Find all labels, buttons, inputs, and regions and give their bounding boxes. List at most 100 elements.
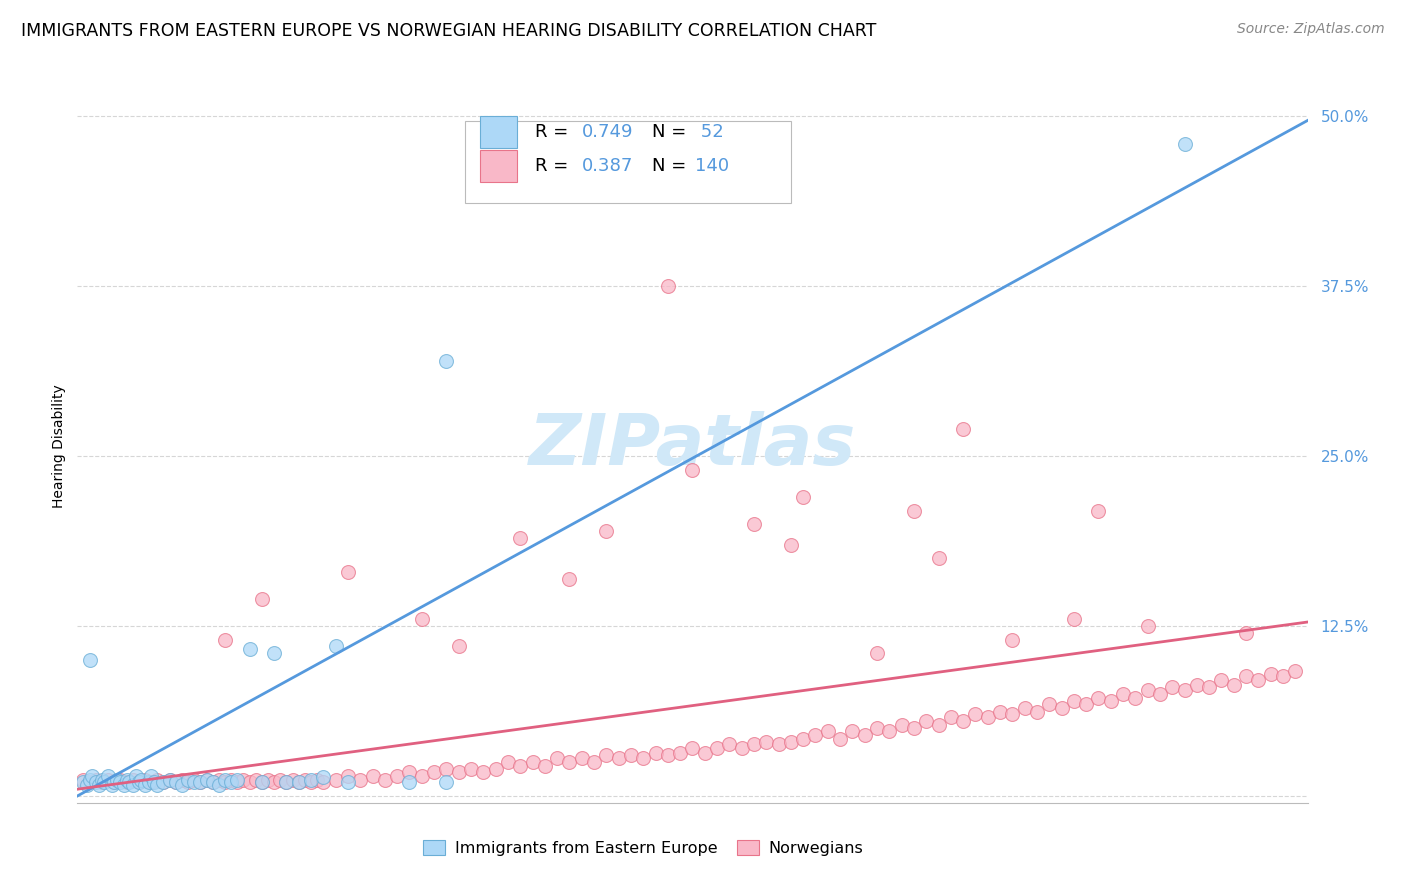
Point xyxy=(423,764,446,779)
Point xyxy=(281,772,304,787)
Point xyxy=(1174,683,1197,698)
Point xyxy=(890,718,912,732)
Point xyxy=(607,751,630,765)
Point xyxy=(232,772,254,787)
Point xyxy=(903,503,925,517)
Point xyxy=(1050,700,1073,714)
Point xyxy=(276,775,298,789)
Point xyxy=(558,572,581,586)
Point xyxy=(534,759,557,773)
Point xyxy=(436,762,458,776)
Point xyxy=(682,463,704,477)
Point xyxy=(1223,677,1246,691)
Point xyxy=(866,646,889,660)
Point xyxy=(768,737,790,751)
Point xyxy=(595,748,617,763)
Point xyxy=(195,772,218,787)
Point xyxy=(76,778,98,792)
Text: 0.387: 0.387 xyxy=(582,157,633,175)
Point xyxy=(693,746,716,760)
Point xyxy=(1001,707,1024,722)
Point xyxy=(142,775,165,789)
Point xyxy=(226,775,249,789)
Point xyxy=(755,734,778,748)
Point xyxy=(214,772,236,787)
Point xyxy=(792,731,814,746)
Point xyxy=(558,755,581,769)
Point xyxy=(436,354,458,368)
Point xyxy=(1211,673,1233,688)
Point xyxy=(269,772,291,787)
Point xyxy=(195,772,218,787)
Point xyxy=(90,775,114,789)
Text: ZIPatlas: ZIPatlas xyxy=(529,411,856,481)
Point xyxy=(312,775,335,789)
Point xyxy=(276,775,298,789)
Point xyxy=(250,775,273,789)
Point xyxy=(188,775,212,789)
Point xyxy=(841,723,863,738)
Point xyxy=(928,718,950,732)
Point xyxy=(866,721,889,735)
Point xyxy=(208,778,231,792)
Point xyxy=(146,778,169,792)
Point xyxy=(620,748,643,763)
Point xyxy=(349,772,371,787)
Point xyxy=(436,775,458,789)
Point xyxy=(731,741,754,756)
Point xyxy=(398,775,420,789)
Point xyxy=(72,772,94,787)
Point xyxy=(657,279,679,293)
Point xyxy=(496,755,519,769)
Point xyxy=(583,755,606,769)
Point xyxy=(988,705,1011,719)
Point xyxy=(1185,677,1208,691)
Point xyxy=(159,772,181,787)
Point xyxy=(1272,669,1295,683)
Point xyxy=(977,710,1000,724)
Point xyxy=(718,737,741,751)
Text: IMMIGRANTS FROM EASTERN EUROPE VS NORWEGIAN HEARING DISABILITY CORRELATION CHART: IMMIGRANTS FROM EASTERN EUROPE VS NORWEG… xyxy=(21,22,876,40)
Point xyxy=(879,723,901,738)
Point xyxy=(325,640,347,654)
Point xyxy=(1063,694,1085,708)
Point xyxy=(374,772,396,787)
Point xyxy=(129,772,153,787)
Point xyxy=(1234,626,1257,640)
Point xyxy=(134,772,156,787)
Point xyxy=(1247,673,1270,688)
Point xyxy=(472,764,495,779)
Point xyxy=(250,775,273,789)
Point xyxy=(1112,687,1135,701)
Point xyxy=(1026,705,1049,719)
Point xyxy=(1014,700,1036,714)
Point xyxy=(804,728,827,742)
FancyBboxPatch shape xyxy=(465,121,792,203)
Point xyxy=(79,772,101,787)
Point xyxy=(79,653,101,667)
Point xyxy=(79,775,101,789)
Point xyxy=(183,772,205,787)
Point xyxy=(299,772,322,787)
Point xyxy=(1161,680,1184,694)
Point xyxy=(682,741,704,756)
Point xyxy=(509,531,531,545)
Point xyxy=(299,775,322,789)
Point xyxy=(595,524,617,538)
Point xyxy=(118,775,141,789)
Point xyxy=(817,723,839,738)
Point xyxy=(952,422,974,436)
Legend: Immigrants from Eastern Europe, Norwegians: Immigrants from Eastern Europe, Norwegia… xyxy=(416,834,870,863)
Point xyxy=(337,565,360,579)
Point xyxy=(239,775,262,789)
Point xyxy=(669,746,692,760)
Point xyxy=(965,707,987,722)
Text: R =: R = xyxy=(536,157,574,175)
Point xyxy=(644,746,666,760)
Point xyxy=(201,775,224,789)
Point xyxy=(411,769,433,783)
Point xyxy=(170,772,193,787)
Point xyxy=(121,772,143,787)
Point xyxy=(103,775,125,789)
Point xyxy=(337,775,360,789)
